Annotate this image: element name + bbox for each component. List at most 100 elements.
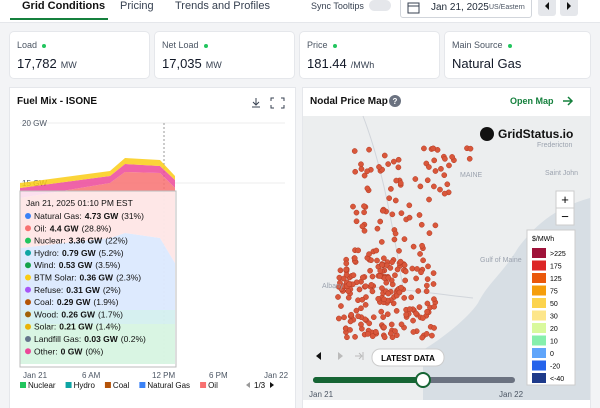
price-node bbox=[409, 265, 416, 272]
price-node bbox=[424, 300, 431, 307]
price-node bbox=[417, 183, 424, 190]
panel-title: Fuel Mix - ISONE bbox=[17, 96, 97, 107]
series-share: (0.2%) bbox=[121, 334, 146, 344]
tooltip-row: Wind: 0.53 GW (3.5%) bbox=[34, 260, 120, 270]
price-node bbox=[467, 145, 474, 152]
price-node bbox=[343, 266, 350, 273]
price-node bbox=[432, 222, 439, 229]
slider-start: Jan 21 bbox=[309, 390, 334, 399]
play-back[interactable] bbox=[316, 352, 321, 360]
help-icon[interactable] bbox=[389, 95, 401, 107]
price-node bbox=[401, 262, 408, 269]
tooltip-row: Coal: 0.29 GW (1.9%) bbox=[34, 297, 119, 307]
prev-day[interactable] bbox=[538, 0, 556, 16]
price-node bbox=[386, 195, 393, 202]
skip-end[interactable] bbox=[355, 352, 364, 360]
price-node bbox=[410, 317, 416, 324]
unit: MW bbox=[205, 60, 222, 70]
price-node bbox=[416, 212, 423, 218]
date: Jan 21, 2025 bbox=[431, 2, 489, 13]
legend-swatch bbox=[532, 360, 546, 371]
series-name: Coal: bbox=[34, 297, 54, 307]
price-node bbox=[361, 203, 367, 210]
legend-label: 175 bbox=[550, 264, 562, 271]
series-dot bbox=[25, 336, 31, 342]
legend-swatch bbox=[20, 382, 26, 388]
series-name: Wind: bbox=[34, 260, 56, 270]
date-picker[interactable]: Jan 21, 2025 US/Eastern bbox=[400, 0, 532, 18]
price-node bbox=[466, 155, 473, 162]
price-node bbox=[392, 328, 398, 334]
price-node bbox=[365, 331, 371, 337]
fullscreen-icon[interactable] bbox=[270, 97, 285, 109]
tab[interactable]: Trends and Profiles bbox=[175, 0, 270, 12]
price-node bbox=[417, 251, 423, 257]
price-node bbox=[396, 289, 403, 296]
map-panel: Nodal Price Map ? Open Map GridStatus.io… bbox=[303, 88, 590, 408]
legend-label: >225 bbox=[550, 251, 566, 258]
price-node bbox=[350, 272, 357, 279]
price-node bbox=[376, 164, 382, 170]
legend-prev bbox=[246, 382, 250, 388]
price-node bbox=[340, 275, 347, 282]
price-node bbox=[353, 218, 360, 225]
latest-data[interactable] bbox=[371, 348, 445, 367]
series-value: 0.31 GW bbox=[66, 285, 101, 295]
price-node bbox=[390, 158, 397, 165]
toggle[interactable] bbox=[369, 0, 391, 11]
price-node bbox=[369, 333, 376, 340]
legend-swatch bbox=[65, 382, 72, 388]
place-label: Saint John bbox=[545, 170, 578, 177]
price-node bbox=[366, 146, 372, 153]
legend-swatch bbox=[532, 285, 546, 296]
price-node bbox=[370, 314, 377, 321]
legend-swatch bbox=[532, 248, 546, 258]
price-node bbox=[419, 242, 425, 249]
price-node bbox=[424, 276, 431, 283]
slider-end: Jan 22 bbox=[499, 390, 524, 399]
price-node bbox=[378, 308, 385, 315]
value: 181.44 bbox=[307, 56, 347, 71]
stat-card: Load 17,782 MW bbox=[10, 32, 149, 78]
tab[interactable]: Pricing bbox=[120, 0, 154, 12]
series-value: 0.26 GW bbox=[61, 309, 96, 319]
series-dot bbox=[25, 323, 31, 330]
price-node bbox=[375, 295, 382, 302]
series-value: 4.73 GW bbox=[85, 211, 120, 221]
series-name: BTM Solar: bbox=[34, 273, 77, 283]
zoom-out[interactable] bbox=[555, 207, 575, 226]
price-node bbox=[362, 283, 369, 290]
series-share: (3.5%) bbox=[95, 260, 120, 270]
price-node bbox=[359, 296, 366, 303]
legend-next bbox=[270, 382, 274, 388]
next-day[interactable] bbox=[560, 0, 578, 16]
price-node bbox=[352, 333, 358, 340]
download-icon[interactable] bbox=[252, 98, 260, 108]
price-node bbox=[393, 308, 400, 314]
price-node bbox=[398, 210, 405, 217]
tab[interactable]: Grid Conditions bbox=[22, 0, 106, 12]
price-node bbox=[430, 281, 437, 287]
price-node bbox=[351, 148, 358, 154]
legend-swatch bbox=[104, 382, 111, 388]
legend-swatch bbox=[532, 260, 546, 271]
price-node bbox=[343, 260, 350, 267]
price-node bbox=[347, 327, 353, 333]
series-dot bbox=[25, 249, 31, 256]
play[interactable] bbox=[338, 352, 343, 360]
slider-handle[interactable] bbox=[415, 372, 431, 388]
price-node bbox=[431, 296, 437, 303]
price-node bbox=[358, 321, 364, 328]
legend-label: 0 bbox=[550, 351, 554, 358]
price-node bbox=[432, 168, 439, 174]
price-node bbox=[381, 255, 387, 262]
open-map[interactable]: Open Map bbox=[510, 96, 554, 106]
legend-item: Hydro bbox=[74, 381, 96, 390]
zoom-in-glyph: + bbox=[561, 192, 569, 207]
price-node bbox=[418, 269, 424, 276]
series-dot bbox=[25, 274, 31, 281]
price-node bbox=[361, 227, 368, 234]
series-value: 3.36 GW bbox=[69, 236, 104, 246]
price-node bbox=[431, 325, 437, 331]
